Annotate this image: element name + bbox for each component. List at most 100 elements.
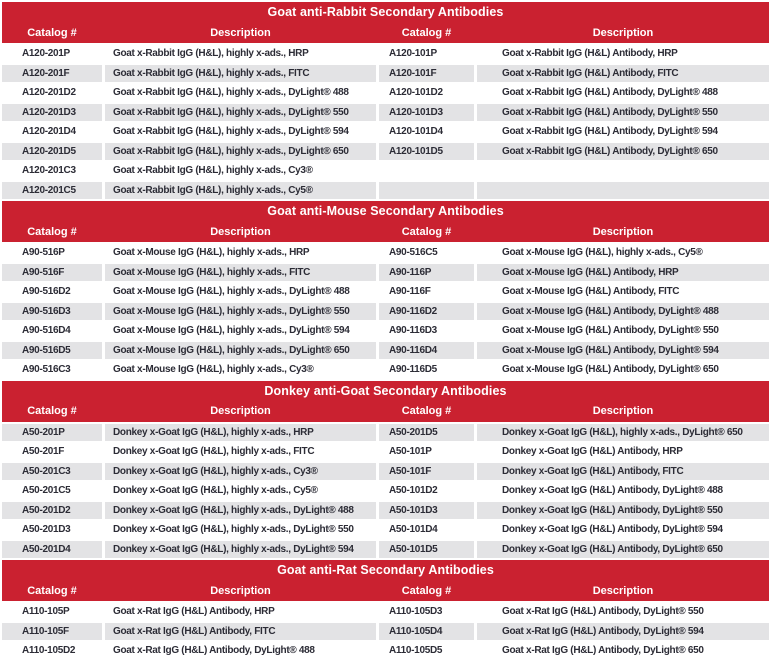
catalog-cell: A120-101D2: [379, 84, 474, 102]
catalog-cell: [379, 162, 474, 180]
description-cell: Donkey x-Goat IgG (H&L) Antibody, DyLigh…: [477, 521, 769, 539]
catalog-cell: A50-201D4: [2, 540, 102, 558]
catalog-cell: A110-105D5: [379, 642, 474, 660]
description-cell: Goat x-Mouse IgG (H&L) Antibody, FITC: [477, 283, 769, 301]
description-cell: Goat x-Rabbit IgG (H&L), highly x-ads., …: [105, 103, 376, 121]
description-cell: Goat x-Mouse IgG (H&L) Antibody, DyLight…: [477, 302, 769, 320]
catalog-cell: A90-116D2: [379, 302, 474, 320]
column-header-catalog: Catalog #: [27, 26, 77, 39]
description-cell: Donkey x-Goat IgG (H&L), highly x-ads., …: [105, 423, 376, 441]
catalog-cell: A90-516F: [2, 263, 102, 281]
catalog-cell: A90-116D4: [379, 341, 474, 359]
description-cell: Goat x-Rabbit IgG (H&L) Antibody, HRP: [477, 45, 769, 63]
catalog-cell: A90-516D4: [2, 322, 102, 340]
red-header-block: Goat anti-Mouse Secondary Antibodies Cata…: [2, 201, 769, 242]
description-cell: Goat x-Rabbit IgG (H&L) Antibody, DyLigh…: [477, 103, 769, 121]
catalog-cell: A110-105P: [2, 603, 102, 621]
description-cell: Goat x-Rabbit IgG (H&L) Antibody, DyLigh…: [477, 142, 769, 160]
catalog-cell: [379, 181, 474, 199]
catalog-cell: A90-516D5: [2, 341, 102, 359]
column-header-row: Catalog # Description Catalog # Description: [2, 580, 769, 601]
description-cell: Goat x-Mouse IgG (H&L) Antibody, DyLight…: [477, 361, 769, 379]
description-cell: Goat x-Rat IgG (H&L) Antibody, DyLight® …: [477, 642, 769, 660]
column-header-description: Description: [210, 405, 271, 417]
description-cell: Donkey x-Goat IgG (H&L), highly x-ads., …: [105, 482, 376, 500]
catalog-cell: A120-101F: [379, 64, 474, 82]
column-header-catalog: Catalog #: [401, 584, 452, 597]
section-title: Donkey anti-Goat Secondary Antibodies: [264, 383, 507, 398]
catalog-cell: A90-116D3: [379, 322, 474, 340]
description-cell: Goat x-Rat IgG (H&L) Antibody, FITC: [105, 622, 376, 640]
description-cell: Goat x-Rabbit IgG (H&L), highly x-ads., …: [105, 64, 376, 82]
description-cell: Goat x-Mouse IgG (H&L) Antibody, DyLight…: [477, 341, 769, 359]
description-cell: Goat x-Rabbit IgG (H&L), highly x-ads., …: [105, 45, 376, 63]
catalog-cell: A110-105D3: [379, 603, 474, 621]
column-header-description: Description: [592, 225, 654, 238]
description-cell: Donkey x-Goat IgG (H&L), highly x-ads., …: [105, 443, 376, 461]
description-cell: Goat x-Rat IgG (H&L) Antibody, DyLight® …: [105, 642, 376, 660]
column-header-catalog: Catalog #: [27, 584, 77, 597]
catalog-cell: A50-201C5: [2, 482, 102, 500]
column-header-description: Description: [592, 26, 654, 39]
description-cell: Goat x-Mouse IgG (H&L) Antibody, DyLight…: [477, 322, 769, 340]
description-cell: Donkey x-Goat IgG (H&L), highly x-ads., …: [477, 423, 769, 441]
description-cell: Donkey x-Goat IgG (H&L) Antibody, DyLigh…: [477, 482, 769, 500]
catalog-cell: A110-105D4: [379, 622, 474, 640]
catalog-cell: A120-201F: [2, 64, 102, 82]
description-cell: [477, 181, 769, 199]
description-cell: Donkey x-Goat IgG (H&L) Antibody, FITC: [477, 462, 769, 480]
catalog-cell: A50-101D5: [379, 540, 474, 558]
description-cell: Donkey x-Goat IgG (H&L), highly x-ads., …: [105, 462, 376, 480]
description-cell: Goat x-Rabbit IgG (H&L) Antibody, DyLigh…: [477, 84, 769, 102]
table-rows: A110-105P Goat x-Rat IgG (H&L) Antibody, …: [2, 603, 769, 660]
catalog-cell: A90-516D2: [2, 283, 102, 301]
column-header-catalog: Catalog #: [27, 225, 77, 238]
catalog-cell: A120-201D3: [2, 103, 102, 121]
column-header-row: Catalog # Description Catalog # Description: [2, 221, 769, 242]
column-header-description: Description: [592, 584, 654, 597]
catalog-cell: A50-201C3: [2, 462, 102, 480]
description-cell: Goat x-Rat IgG (H&L) Antibody, DyLight® …: [477, 603, 769, 621]
table-rows: A120-201P Goat x-Rabbit IgG (H&L), highly…: [2, 45, 769, 199]
catalog-cell: A90-516D3: [2, 302, 102, 320]
section-title: Goat anti-Mouse Secondary Antibodies: [267, 204, 504, 218]
description-cell: Goat x-Rat IgG (H&L) Antibody, DyLight® …: [477, 622, 769, 640]
catalog-cell: A50-101P: [379, 443, 474, 461]
table-rows: A90-516P Goat x-Mouse IgG (H&L), highly x…: [2, 244, 769, 379]
description-cell: Goat x-Mouse IgG (H&L), highly x-ads., D…: [105, 322, 376, 340]
description-cell: Goat x-Mouse IgG (H&L), highly x-ads., D…: [105, 302, 376, 320]
catalog-cell: A120-201P: [2, 45, 102, 63]
red-header-block: Donkey anti-Goat Secondary Antibodies Cat…: [2, 380, 769, 422]
description-cell: Donkey x-Goat IgG (H&L), highly x-ads., …: [105, 501, 376, 519]
catalog-cell: A120-101D5: [379, 142, 474, 160]
catalog-cell: A90-516P: [2, 244, 102, 262]
description-cell: Donkey x-Goat IgG (H&L) Antibody, HRP: [477, 443, 769, 461]
catalog-cell: A50-201F: [2, 443, 102, 461]
catalog-cell: A50-101D3: [379, 501, 474, 519]
catalog-cell: A120-201C3: [2, 162, 102, 180]
column-header-catalog: Catalog #: [401, 405, 452, 417]
catalog-cell: A90-116F: [379, 283, 474, 301]
catalog-cell: A120-201D5: [2, 142, 102, 160]
catalog-cell: A50-201D5: [379, 423, 474, 441]
catalog-cell: A50-101D2: [379, 482, 474, 500]
catalog-cell: A90-516C5: [379, 244, 474, 262]
description-cell: Goat x-Mouse IgG (H&L), highly x-ads., D…: [105, 283, 376, 301]
description-cell: Goat x-Rabbit IgG (H&L), highly x-ads., …: [105, 142, 376, 160]
table-section: Donkey anti-Goat Secondary Antibodies Cat…: [2, 380, 769, 558]
catalog-cell: A50-201D2: [2, 501, 102, 519]
catalog-cell: A120-201D4: [2, 123, 102, 141]
catalog-cell: A120-201C5: [2, 181, 102, 199]
description-cell: Goat x-Rabbit IgG (H&L), highly x-ads., …: [105, 162, 376, 180]
column-header-description: Description: [210, 225, 271, 238]
table-section: Goat anti-Mouse Secondary Antibodies Cata…: [2, 201, 769, 379]
description-cell: Goat x-Mouse IgG (H&L), highly x-ads., D…: [105, 341, 376, 359]
table-section: Goat anti-Rabbit Secondary Antibodies Cat…: [2, 2, 769, 199]
sections-container: Goat anti-Rabbit Secondary Antibodies Cat…: [2, 2, 769, 660]
description-cell: Goat x-Mouse IgG (H&L), highly x-ads., H…: [105, 244, 376, 262]
catalog-cell: A120-201D2: [2, 84, 102, 102]
catalog-cell: A120-101D3: [379, 103, 474, 121]
description-cell: Goat x-Rabbit IgG (H&L), highly x-ads., …: [105, 181, 376, 199]
red-header-block: Goat anti-Rat Secondary Antibodies Catalo…: [2, 560, 769, 601]
